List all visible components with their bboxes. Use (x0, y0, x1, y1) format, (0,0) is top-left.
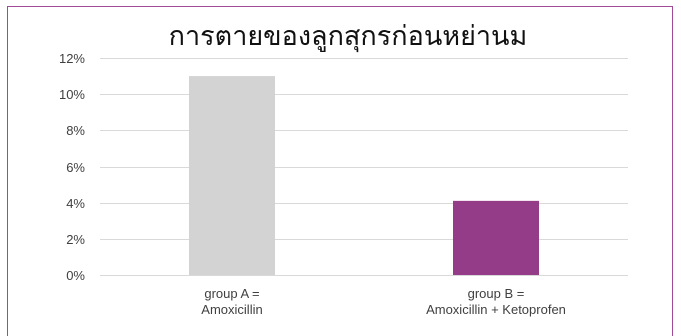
bar (189, 76, 275, 275)
y-axis-tick-labels: 0% 2% 4% 6% 8% 10% 12% (59, 51, 85, 283)
y-tick-label: 10% (59, 87, 85, 102)
x-category-label: Amoxicillin + Ketoprofen (426, 302, 566, 317)
bars (189, 76, 539, 275)
y-tick-label: 8% (66, 123, 85, 138)
chart-title: การตายของลูกสุกรก่อนหย่านม (169, 21, 528, 53)
x-axis-category-labels: group A =Amoxicillin group B =Amoxicillin… (201, 286, 566, 317)
x-category-label: group B = (468, 286, 525, 301)
chart-frame (7, 6, 673, 336)
y-tick-label: 0% (66, 268, 85, 283)
x-category-label: group A = (204, 286, 259, 301)
y-tick-label: 2% (66, 232, 85, 247)
grid-lines (100, 58, 628, 276)
chart: การตายของลูกสุกรก่อนหย่านม 0% 2% 4% 6% 8% 10%… (59, 21, 628, 317)
bar (453, 200, 539, 275)
x-category-label: Amoxicillin (201, 302, 262, 317)
y-tick-label: 6% (66, 160, 85, 175)
y-tick-label: 4% (66, 196, 85, 211)
y-tick-label: 12% (59, 51, 85, 66)
